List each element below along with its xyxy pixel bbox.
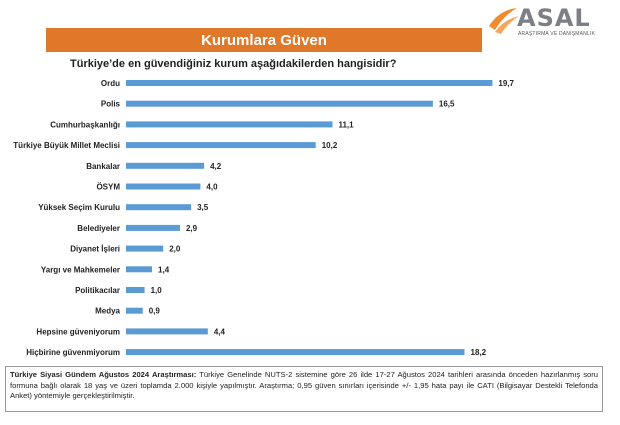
chart-banner-title: Kurumlara Güven [46, 28, 482, 52]
value-label: 10,2 [322, 141, 338, 150]
bar [126, 224, 180, 231]
footnote-text: Türkiye Genelinde NUTS-2 sistemine göre … [10, 370, 598, 401]
bar [126, 80, 493, 86]
value-label: 1,0 [151, 286, 163, 295]
bar [126, 349, 465, 356]
category-label: Medya [95, 307, 120, 316]
bar [126, 121, 333, 128]
value-label: 18,2 [471, 348, 487, 357]
footnote-title: Türkiye Siyasi Gündem Ağustos 2024 Araşt… [10, 370, 197, 379]
survey-question: Türkiye’de en güvendiğiniz kurum aşağıda… [70, 58, 397, 70]
category-label: ÖSYM [96, 183, 120, 192]
bar [126, 245, 164, 252]
value-label: 1,4 [158, 265, 170, 274]
value-label: 11,1 [338, 120, 354, 129]
bar [126, 100, 433, 107]
logo-mark-icon [489, 8, 519, 34]
value-label: 2,9 [186, 224, 198, 233]
survey-footnote: Türkiye Siyasi Gündem Ağustos 2024 Araşt… [5, 366, 603, 412]
value-label: 16,5 [439, 100, 455, 109]
category-label: Politikacılar [75, 286, 120, 295]
bar [126, 307, 143, 314]
bar [126, 328, 208, 335]
category-label: Belediyeler [77, 224, 120, 233]
bar [126, 204, 192, 211]
bar [126, 266, 153, 273]
category-label: Hepsine güveniyorum [36, 327, 120, 336]
bar [126, 162, 205, 169]
bar-chart: Ordu 19,7 Polis 16,5 Cumhurbaşkanlığı 11,1 Tür… [13, 79, 514, 357]
category-label: Yüksek Seçim Kurulu [38, 203, 120, 212]
category-label: Bankalar [86, 162, 120, 171]
category-label: Yargı ve Mahkemeler [41, 265, 120, 274]
value-label: 0,9 [149, 307, 161, 316]
value-label: 19,7 [498, 79, 514, 88]
value-label: 4,2 [210, 162, 222, 171]
category-label: Hiçbirine güvenmiyorum [26, 348, 120, 357]
category-label: Diyanet İşleri [70, 245, 120, 254]
logo-wordmark: ASAL [517, 4, 591, 32]
category-label: Türkiye Büyük Millet Meclisi [13, 141, 120, 150]
bar [126, 183, 201, 190]
value-label: 3,5 [197, 203, 209, 212]
bar [126, 142, 316, 149]
logo-subtitle: ARAŞTIRMA VE DANIŞMANLIK [518, 31, 596, 37]
value-label: 4,0 [206, 183, 218, 192]
company-logo: ASAL ARAŞTIRMA VE DANIŞMANLIK [487, 4, 615, 44]
value-label: 4,4 [214, 327, 226, 336]
value-label: 2,0 [169, 245, 181, 254]
category-label: Polis [101, 100, 121, 109]
category-label: Cumhurbaşkanlığı [50, 120, 120, 129]
category-label: Ordu [101, 79, 120, 88]
bar [126, 287, 145, 293]
